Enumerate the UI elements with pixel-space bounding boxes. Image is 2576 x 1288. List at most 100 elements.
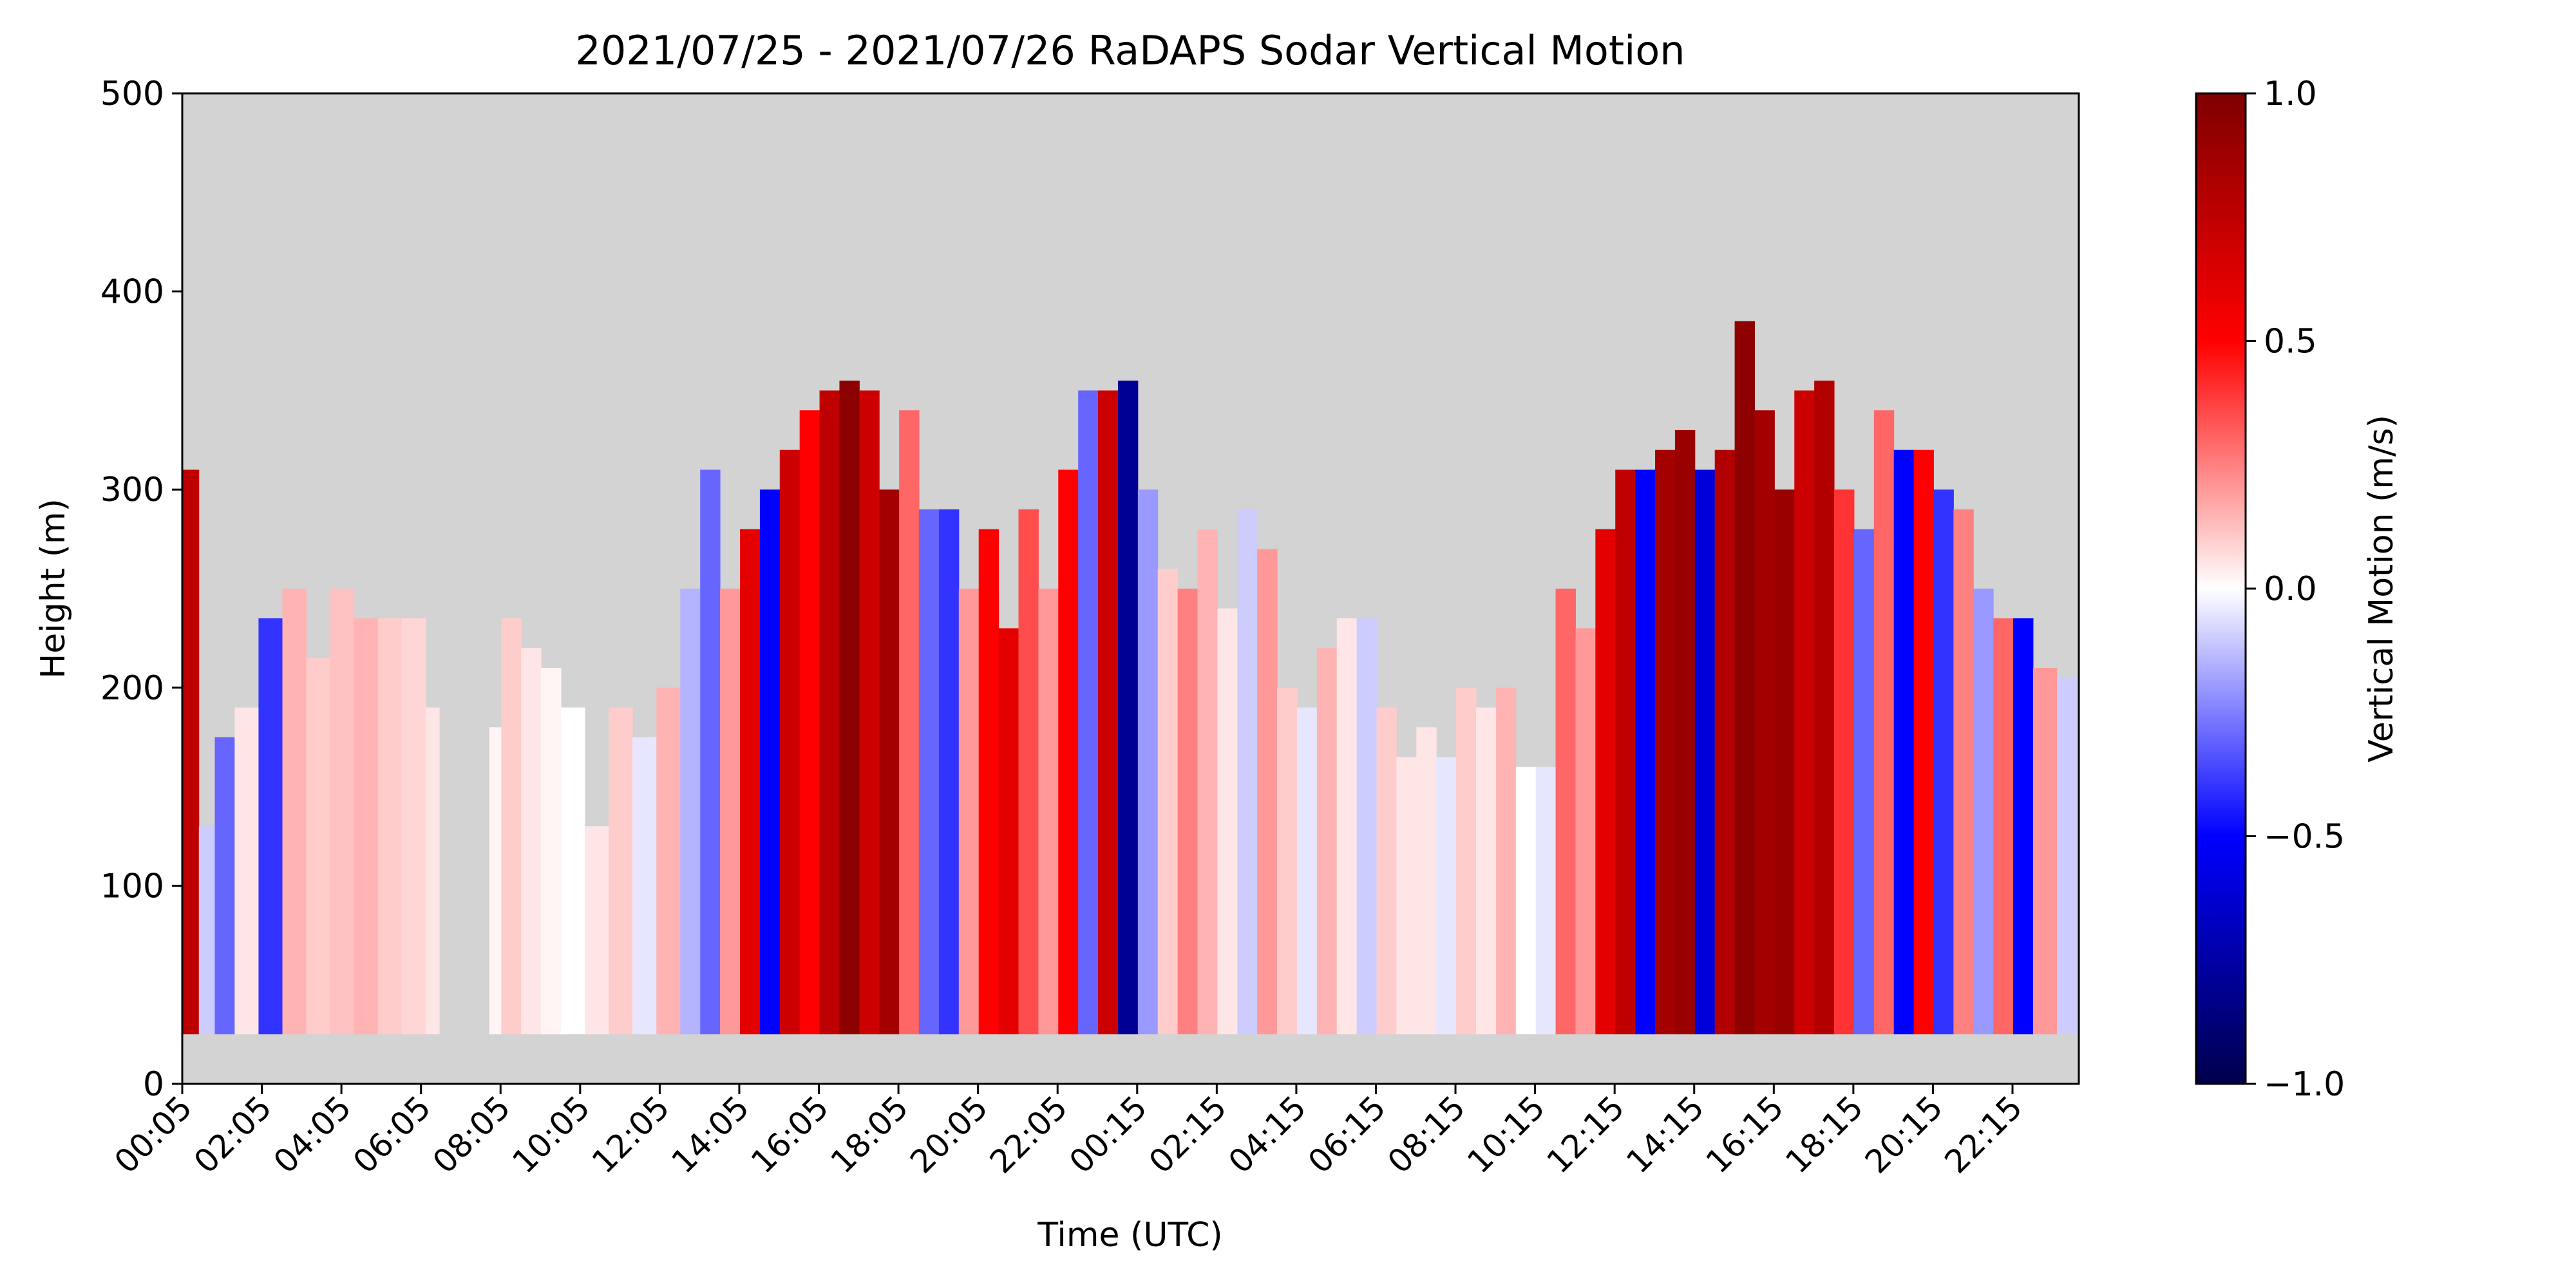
heatmap-column (234, 707, 259, 1035)
heatmap-column (182, 469, 200, 1035)
heatmap-column (1137, 489, 1159, 1035)
heatmap-column (1157, 569, 1179, 1035)
heatmap-column (1217, 608, 1238, 1035)
x-tick-label: 10:05 (505, 1088, 597, 1180)
x-tick-label: 04:15 (1222, 1088, 1314, 1180)
heatmap-column (1635, 469, 1656, 1035)
heatmap-column (859, 390, 880, 1035)
x-tick-label: 04:05 (267, 1088, 359, 1180)
heatmap-column (1555, 589, 1576, 1035)
heatmap-column (1535, 766, 1557, 1035)
heatmap-column (354, 618, 379, 1035)
heatmap-column (282, 589, 307, 1035)
heatmap-column (1197, 529, 1218, 1035)
heatmap-column (1237, 509, 1258, 1035)
x-tick-label: 08:15 (1381, 1088, 1473, 1180)
x-tick-label: 12:05 (585, 1088, 677, 1180)
heatmap-column (998, 628, 1019, 1035)
chart-title: 2021/07/25 - 2021/07/26 RaDAPS Sodar Ver… (575, 27, 1685, 74)
x-tick-label: 02:15 (1142, 1088, 1234, 1180)
heatmap-column (609, 707, 633, 1035)
heatmap-column (1396, 757, 1417, 1035)
y-tick-label: 200 (100, 669, 164, 708)
heatmap-column (1515, 766, 1537, 1035)
heatmap-column (1296, 707, 1318, 1035)
heatmap-column (1277, 687, 1298, 1035)
vertical-motion-heatmap (182, 321, 2079, 1035)
heatmap-column (680, 589, 701, 1035)
x-tick-label: 14:05 (665, 1088, 757, 1180)
heatmap-column (521, 648, 542, 1035)
x-tick-label: 10:15 (1460, 1088, 1552, 1180)
heatmap-column (1834, 489, 1855, 1035)
plot-frame (181, 92, 2080, 1085)
heatmap-column (1953, 509, 1974, 1035)
heatmap-column (1814, 381, 1835, 1035)
heatmap-column (1595, 529, 1616, 1035)
heatmap-column (425, 707, 440, 1035)
heatmap-column (306, 658, 331, 1035)
heatmap-column (632, 737, 657, 1035)
heatmap-column (1098, 390, 1119, 1035)
heatmap-column (1853, 529, 1875, 1035)
x-tick-label: 06:05 (346, 1088, 438, 1180)
heatmap-column (879, 489, 900, 1035)
x-tick-label: 06:15 (1301, 1088, 1393, 1180)
heatmap-column (1336, 618, 1358, 1035)
x-axis-label: Time (UTC) (1037, 1216, 1222, 1255)
heatmap-column (501, 618, 522, 1035)
heatmap-column (1078, 390, 1099, 1035)
heatmap-column (1117, 381, 1139, 1035)
y-axis: 0 100 200 300 400 500 (100, 75, 182, 1104)
heatmap-column (1714, 450, 1736, 1035)
heatmap-column (839, 381, 860, 1035)
heatmap-column (2013, 618, 2034, 1035)
y-tick-label: 400 (100, 273, 164, 312)
heatmap-column (401, 618, 426, 1035)
x-tick-label: 00:15 (1062, 1088, 1154, 1180)
heatmap-column (1993, 618, 2014, 1035)
x-tick-label: 16:05 (744, 1088, 836, 1180)
heatmap-column (1873, 410, 1895, 1035)
heatmap-column (1973, 589, 1994, 1035)
heatmap-column (1694, 469, 1716, 1035)
heatmap-column (799, 410, 820, 1035)
heatmap-column (1058, 469, 1079, 1035)
heatmap-column (1674, 430, 1696, 1035)
y-tick-label: 500 (100, 75, 164, 113)
heatmap-column (330, 589, 355, 1035)
heatmap-column (899, 410, 920, 1035)
heatmap-column (700, 469, 721, 1035)
heatmap-column (1416, 727, 1437, 1035)
heatmap-column (1754, 410, 1775, 1035)
x-tick-label: 18:15 (1778, 1088, 1870, 1180)
heatmap-column (1038, 589, 1059, 1035)
heatmap-column (541, 668, 562, 1035)
heatmap-column (1436, 757, 1457, 1035)
heatmap-column (2057, 677, 2079, 1035)
heatmap-column (656, 687, 681, 1035)
heatmap-column (560, 707, 585, 1035)
y-tick-label: 300 (100, 471, 164, 509)
heatmap-column (214, 737, 235, 1035)
heatmap-column (2032, 668, 2058, 1035)
colorbar-tick-label: −0.5 (2264, 818, 2345, 857)
x-tick-label: 16:15 (1699, 1088, 1791, 1180)
colorbar-ticks: −1.0 −0.5 0.0 0.5 1.0 (2246, 75, 2345, 1104)
heatmap-column (978, 529, 999, 1035)
x-tick-label: 18:05 (824, 1088, 916, 1180)
heatmap-column (759, 489, 781, 1035)
heatmap-column (1933, 489, 1954, 1035)
y-tick-label: 100 (100, 867, 164, 905)
heatmap-column (720, 589, 741, 1035)
colorbar-tick-label: 0.0 (2264, 570, 2317, 609)
x-tick-label: 22:05 (983, 1088, 1075, 1180)
x-axis: 00:0502:0504:0506:0508:0510:0512:0514:05… (108, 1084, 2029, 1180)
heatmap-column (1456, 687, 1477, 1035)
colorbar-tick-label: 1.0 (2264, 75, 2317, 113)
heatmap-column (779, 450, 800, 1035)
heatmap-column (1376, 707, 1397, 1035)
heatmap-column (1316, 648, 1338, 1035)
heatmap-column (919, 509, 940, 1035)
